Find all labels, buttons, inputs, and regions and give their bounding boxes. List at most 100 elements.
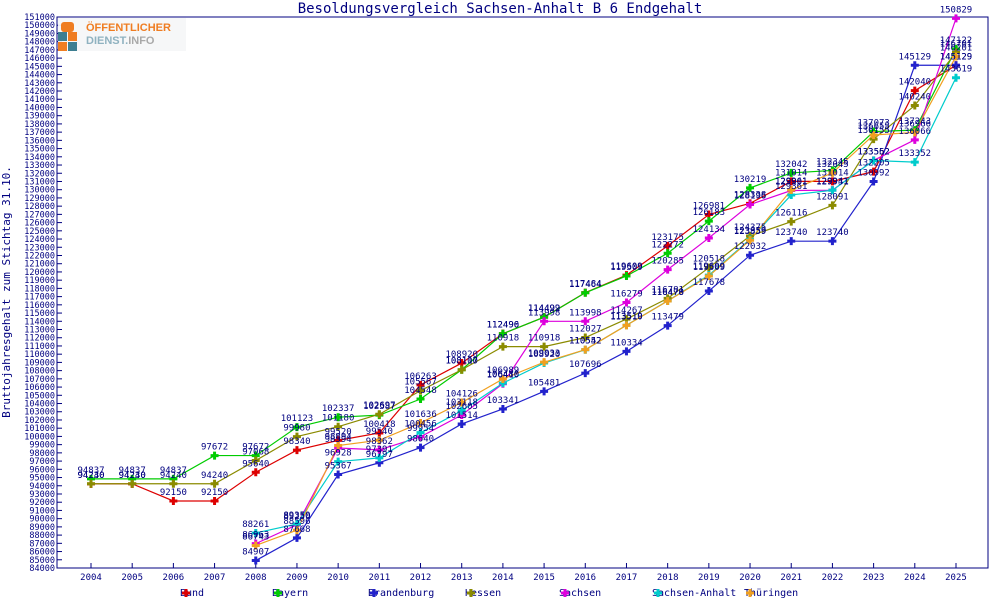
- marker-bund-2007: [210, 496, 219, 505]
- legend-item-bayern: Bayern: [272, 587, 308, 599]
- marker-brandenburg-2021: [787, 237, 796, 246]
- y-tick-label: 132000: [24, 169, 55, 179]
- y-tick-label: 148000: [24, 38, 55, 48]
- logo-square: [68, 31, 77, 41]
- value-label-sachsen-2011: 98362: [366, 437, 393, 447]
- marker-sachsen-2020: [746, 200, 755, 209]
- marker-bund-2011: [375, 428, 384, 437]
- value-label-sachsen-2022: 129941: [816, 177, 849, 187]
- value-label-bayern-2006: 94837: [160, 466, 187, 476]
- value-label-sachsen-anhalt-2013: 103118: [445, 398, 478, 408]
- y-axis-title: Bruttojahresgehalt zum Stichtag 31.10.: [0, 166, 13, 418]
- series-line-sachsen-anhalt: [255, 77, 957, 534]
- value-label-sachsen-anhalt-2022: 129931: [816, 177, 849, 187]
- value-label-bayern-2017: 119509: [610, 263, 643, 273]
- value-label-sachsen-2023: 133562: [857, 147, 890, 157]
- value-label-thüringen-2022: 132045: [816, 160, 849, 170]
- y-tick-label: 134000: [24, 153, 55, 163]
- value-label-thüringen-2011: 99540: [366, 427, 393, 437]
- value-label-hessen-2007: 94240: [201, 471, 228, 481]
- marker-hessen-2022: [828, 201, 837, 210]
- value-label-bayern-2005: 94837: [119, 466, 146, 476]
- value-label-sachsen-anhalt-2014: 106480: [487, 370, 520, 380]
- value-label-hessen-2024: 140240: [899, 92, 932, 102]
- value-label-thüringen-2021: 129961: [775, 177, 808, 187]
- logo-text-line1: ÖFFENTLICHER: [86, 21, 171, 34]
- value-label-brandenburg-2014: 103341: [487, 396, 520, 406]
- y-tick-label: 138000: [24, 120, 55, 130]
- value-label-sachsen-2012: 99954: [407, 424, 434, 434]
- marker-bayern-2009: [292, 423, 301, 432]
- value-label-sachsen-2017: 116279: [610, 290, 643, 300]
- value-label-bund-2005: 94230: [119, 471, 146, 481]
- value-label-bayern-2019: 126183: [693, 208, 726, 218]
- value-label-bayern-2018: 122272: [651, 240, 684, 250]
- y-tick-label: 92000: [29, 498, 55, 508]
- value-label-bayern-2010: 102337: [322, 404, 355, 414]
- value-label-hessen-2011: 102697: [363, 401, 396, 411]
- value-label-thüringen-2025: 146201: [940, 43, 973, 53]
- value-label-sachsen-anhalt-2015: 108920: [528, 350, 561, 360]
- value-label-bayern-2016: 117464: [569, 280, 602, 290]
- value-label-sachsen-2010: 98594: [325, 435, 352, 445]
- value-label-bund-2011: 100418: [363, 420, 396, 430]
- marker-hessen-2015: [540, 342, 549, 351]
- y-tick-label: 115000: [24, 309, 55, 319]
- value-label-hessen-2017: 114267: [610, 306, 643, 316]
- value-label-hessen-2004: 94240: [77, 471, 104, 481]
- value-label-sachsen-anhalt-2018: 116478: [651, 288, 684, 298]
- y-tick-label: 130000: [24, 186, 55, 196]
- marker-hessen-2012: [416, 386, 425, 395]
- marker-hessen-2009: [292, 432, 301, 441]
- marker-thüringen-2008: [251, 541, 260, 550]
- legend-item-label: Hessen: [465, 587, 502, 599]
- y-tick-label: 127000: [24, 210, 55, 220]
- value-label-sachsen-anhalt-2021: 129361: [775, 182, 808, 192]
- y-tick-label: 145000: [24, 62, 55, 72]
- x-tick-label: 2015: [533, 573, 555, 583]
- value-label-sachsen-2015: 113998: [528, 308, 561, 318]
- value-label-sachsen-anhalt-2009: 89350: [283, 511, 310, 521]
- value-label-thüringen-2018: 116470: [651, 288, 684, 298]
- marker-sachsen-anhalt-2010: [334, 457, 343, 466]
- value-label-brandenburg-2009: 87668: [283, 525, 310, 535]
- logo-grid-icon: [58, 21, 82, 51]
- y-tick-label: 99000: [29, 441, 55, 451]
- marker-thüringen-2015: [540, 358, 549, 367]
- value-label-bund-2008: 95640: [242, 459, 269, 469]
- x-tick-label: 2013: [451, 573, 473, 583]
- value-label-bayern-2009: 101123: [281, 414, 314, 424]
- x-tick-label: 2024: [904, 573, 926, 583]
- value-label-hessen-2022: 128091: [816, 192, 849, 202]
- marker-sachsen-anhalt-2013: [457, 406, 466, 415]
- value-label-sachsen-2021: 129901: [775, 178, 808, 188]
- value-label-hessen-2013: 108107: [445, 357, 478, 367]
- value-label-thüringen-2023: 136655: [857, 122, 890, 132]
- value-label-bund-2025: 145129: [940, 52, 973, 62]
- y-tick-label: 102000: [24, 416, 55, 426]
- y-tick-label: 131000: [24, 177, 55, 187]
- value-label-thüringen-2009: 88596: [283, 517, 310, 527]
- value-label-bayern-2020: 130219: [734, 175, 767, 185]
- marker-bayern-2012: [416, 395, 425, 404]
- y-tick-label: 146000: [24, 54, 55, 64]
- marker-bayern-2021: [787, 168, 796, 177]
- x-tick-label: 2006: [163, 573, 185, 583]
- legend-item-label: Bayern: [272, 587, 309, 599]
- y-tick-label: 89000: [29, 523, 55, 533]
- value-label-sachsen-2019: 124134: [693, 225, 726, 235]
- value-label-thüringen-2017: 113510: [610, 312, 643, 322]
- marker-thüringen-2017: [622, 321, 631, 330]
- y-tick-label: 85000: [29, 556, 55, 566]
- marker-brandenburg-2020: [746, 251, 755, 260]
- marker-hessen-2005: [128, 479, 137, 488]
- marker-thüringen-2020: [746, 236, 755, 245]
- marker-bayern-2016: [581, 288, 590, 297]
- plot-border: [56, 16, 989, 569]
- value-label-sachsen-anhalt-2017: 113519: [610, 312, 643, 322]
- logo-bubble: [61, 21, 74, 32]
- value-label-thüringen-2014: 106989: [487, 366, 520, 376]
- marker-sachsen-2016: [581, 317, 590, 326]
- marker-bund-2008: [251, 468, 260, 477]
- value-label-hessen-2009: 99980: [283, 424, 310, 434]
